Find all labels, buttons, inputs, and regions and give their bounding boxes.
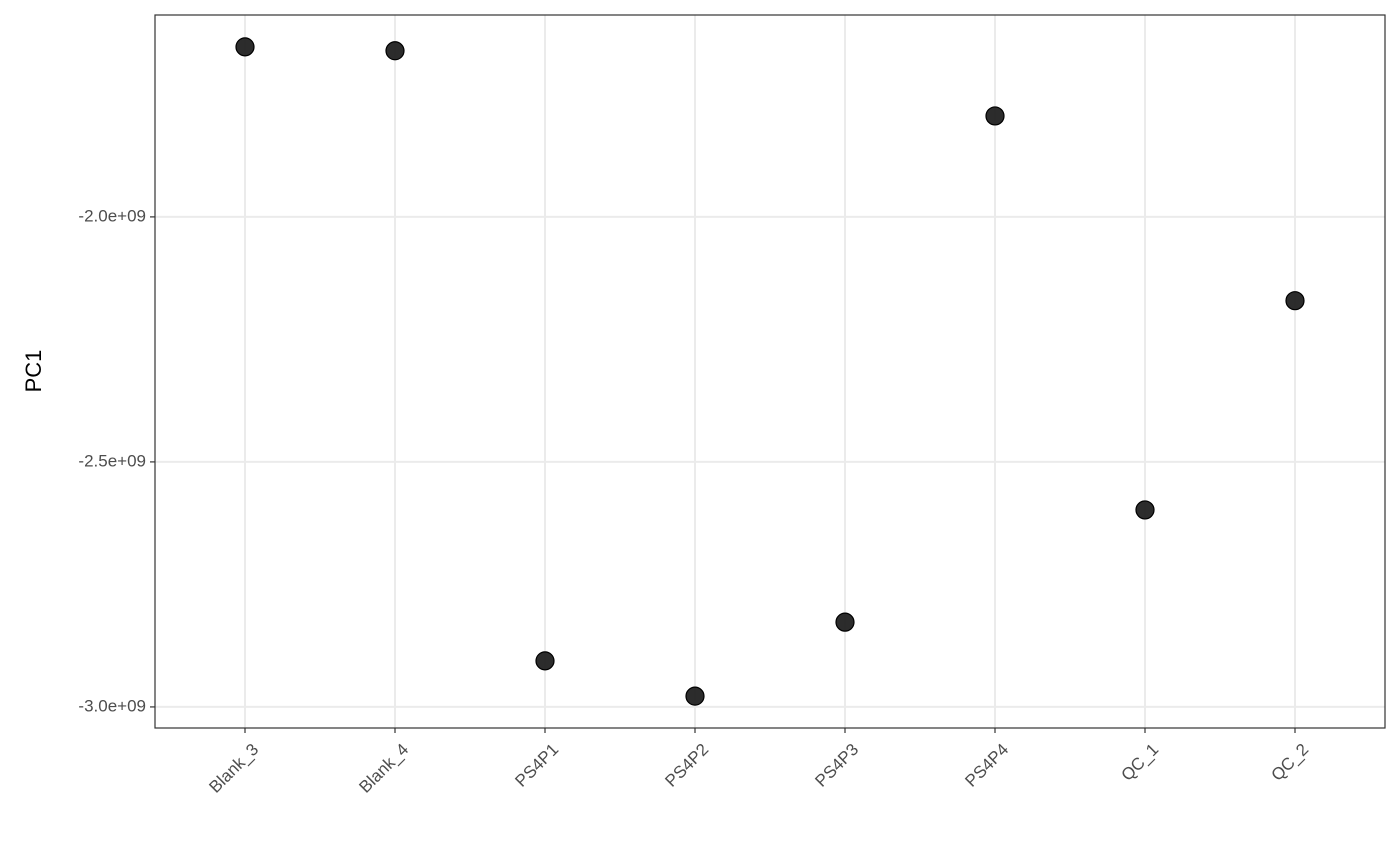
x-tick-label: PS4P3 [811,740,862,791]
y-tick-label: -2.0e+09 [78,206,146,225]
y-axis-title: PC1 [21,350,46,393]
grid-layer [155,15,1385,728]
mark-layer [235,37,1305,706]
y-tick-label: -2.5e+09 [78,451,146,470]
point [1135,500,1155,520]
point [835,612,855,632]
x-tick-label: PS4P2 [661,740,712,791]
point [535,651,555,671]
panel-border [154,14,1386,729]
y-tick-label: -3.0e+09 [78,696,146,715]
x-tick-label: Blank_3 [205,740,262,797]
point [985,106,1005,126]
x-tick-label: Blank_4 [355,740,412,797]
x-tick-label: PS4P4 [961,740,1012,791]
point [235,37,255,57]
x-tick-label: PS4P1 [511,740,562,791]
plot-panel [155,15,1385,728]
point [385,41,405,61]
point [1285,291,1305,311]
x-tick-label: QC_1 [1117,740,1162,785]
point [685,686,705,706]
x-tick-label: QC_2 [1267,740,1312,785]
